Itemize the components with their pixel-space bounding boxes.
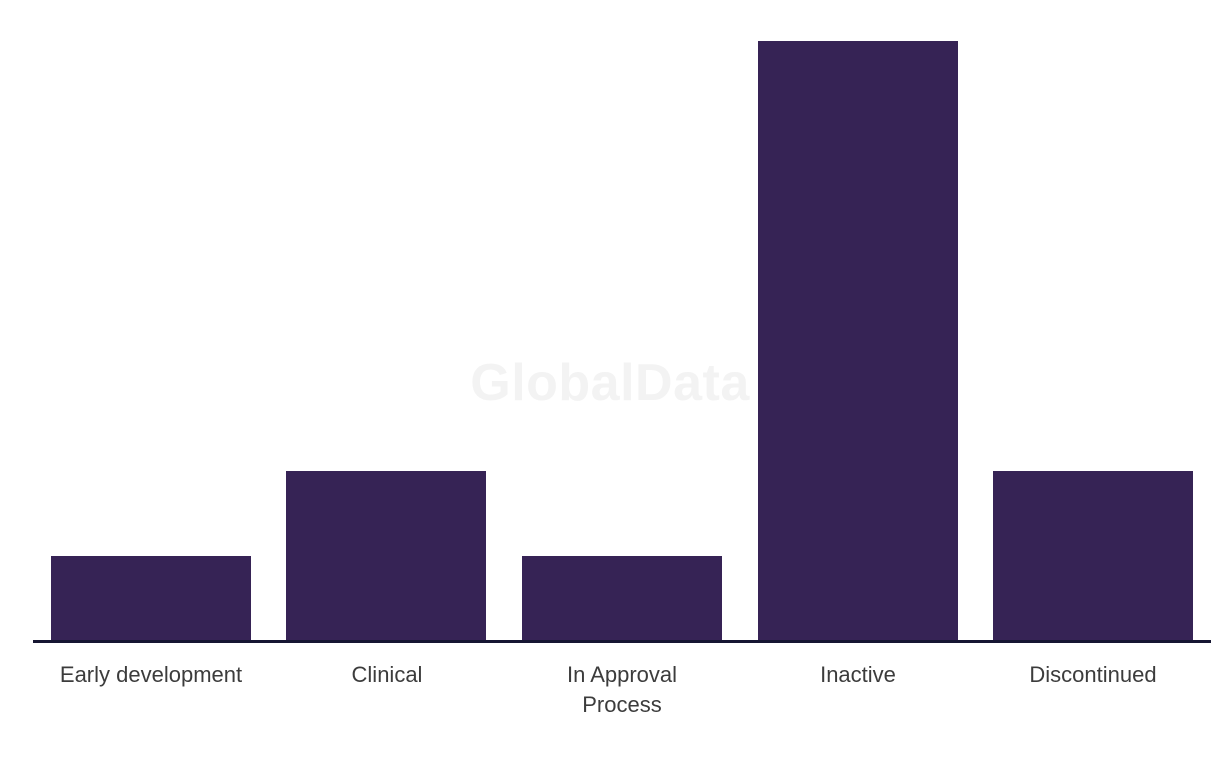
bar-discontinued [993, 471, 1193, 641]
x-axis-line [33, 640, 1211, 643]
x-tick-label-early-development: Early development [59, 662, 243, 687]
bar-clinical [286, 471, 486, 641]
x-tick-label-in-approval-process: In Approval Process [566, 662, 678, 717]
x-tick-label-inactive: Inactive [820, 662, 896, 687]
bar-inactive [758, 41, 958, 641]
x-tick-label-clinical: Clinical [351, 662, 423, 687]
globaldata-watermark: GlobalData [470, 354, 750, 412]
bar-in-approval-process [522, 556, 722, 641]
x-tick-label-discontinued: Discontinued [1029, 662, 1157, 687]
bar-early-development [51, 556, 251, 641]
